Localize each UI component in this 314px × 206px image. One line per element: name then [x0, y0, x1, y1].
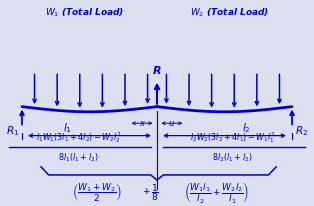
Text: $\left(\dfrac{W_1+W_2}{2}\right)$: $\left(\dfrac{W_1+W_2}{2}\right)$ — [72, 180, 122, 203]
Text: $R_2$: $R_2$ — [295, 124, 308, 138]
Text: $u$: $u$ — [168, 118, 175, 127]
Text: $\left(\dfrac{W_1 l_1}{l_2}+\dfrac{W_2 l_2}{l_1}\right)$: $\left(\dfrac{W_1 l_1}{l_2}+\dfrac{W_2 l… — [184, 179, 249, 204]
Text: $R_1$: $R_1$ — [6, 124, 19, 138]
Text: $l_2W_2(3l_2+4l_1)-W_1l_1^2$: $l_2W_2(3l_2+4l_1)-W_1l_1^2$ — [190, 130, 275, 144]
Text: $W_1$ (Total Load): $W_1$ (Total Load) — [45, 6, 124, 19]
Text: $l_1W_1(3l_1+4l_2)-W_2l_2^2$: $l_1W_1(3l_1+4l_2)-W_2l_2^2$ — [36, 130, 121, 144]
Text: $l_2$: $l_2$ — [242, 120, 251, 134]
Text: $x$: $x$ — [139, 118, 147, 127]
Text: $+\,\dfrac{1}{8}$: $+\,\dfrac{1}{8}$ — [142, 181, 159, 202]
Text: $W_2$ (Total Load): $W_2$ (Total Load) — [190, 6, 269, 19]
Text: $8l_2(l_1+l_2)$: $8l_2(l_1+l_2)$ — [212, 150, 253, 163]
Text: $\bfit{R}$: $\bfit{R}$ — [152, 63, 162, 75]
Text: $l_1$: $l_1$ — [63, 120, 72, 134]
Text: $8l_1(l_1+l_2)$: $8l_1(l_1+l_2)$ — [58, 150, 99, 163]
